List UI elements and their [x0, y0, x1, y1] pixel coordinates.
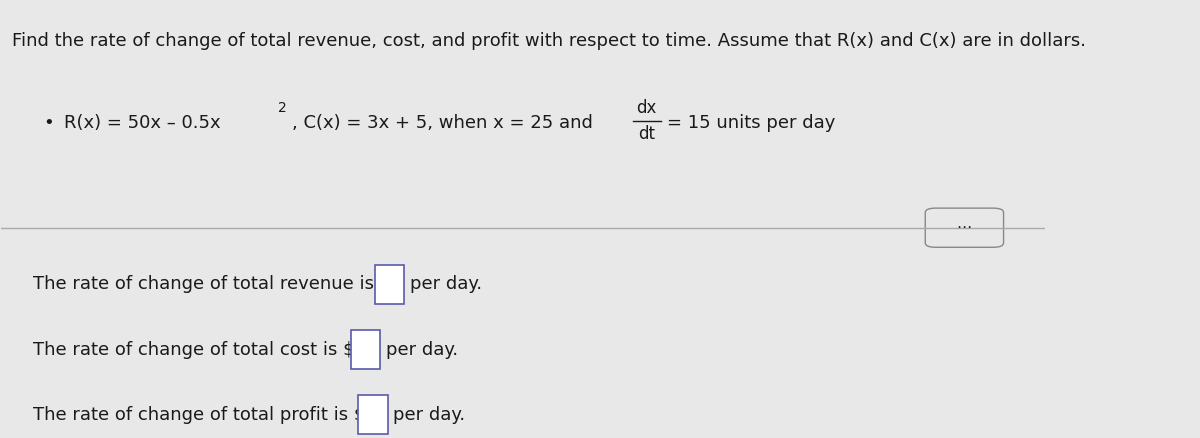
- Text: per day.: per day.: [385, 341, 457, 359]
- Text: The rate of change of total profit is $: The rate of change of total profit is $: [32, 406, 365, 424]
- FancyBboxPatch shape: [376, 265, 404, 304]
- Text: = 15 units per day: = 15 units per day: [667, 114, 835, 132]
- Text: dx: dx: [636, 99, 656, 117]
- FancyBboxPatch shape: [352, 330, 380, 369]
- Text: 2: 2: [278, 101, 287, 115]
- FancyBboxPatch shape: [925, 208, 1003, 247]
- Text: per day.: per day.: [409, 276, 481, 293]
- Text: The rate of change of total revenue is $: The rate of change of total revenue is $: [32, 276, 391, 293]
- Text: R(x) = 50x – 0.5x: R(x) = 50x – 0.5x: [64, 114, 221, 132]
- Text: dt: dt: [638, 125, 655, 143]
- Text: per day.: per day.: [392, 406, 464, 424]
- FancyBboxPatch shape: [359, 395, 388, 434]
- Text: ⋯: ⋯: [956, 220, 972, 235]
- Text: , C(x) = 3x + 5, when x = 25 and: , C(x) = 3x + 5, when x = 25 and: [292, 114, 593, 132]
- Text: •: •: [43, 114, 54, 132]
- Text: Find the rate of change of total revenue, cost, and profit with respect to time.: Find the rate of change of total revenue…: [12, 32, 1086, 50]
- Text: The rate of change of total cost is $: The rate of change of total cost is $: [32, 341, 354, 359]
